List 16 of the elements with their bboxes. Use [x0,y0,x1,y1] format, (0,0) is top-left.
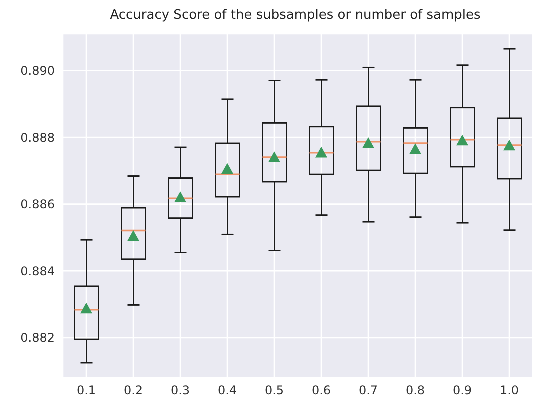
x-tick-label: 0.5 [264,384,284,398]
y-tick-label: 0.890 [20,64,55,78]
y-tick-label: 0.882 [20,331,55,346]
x-tick-label: 0.8 [406,384,426,398]
y-tick-label: 0.884 [20,264,55,278]
x-tick-label: 0.2 [124,384,144,398]
chart-title: Accuracy Score of the subsamples or number of samples [109,8,482,25]
y-tick-label: 0.886 [20,198,55,212]
x-tick-label: 0.7 [358,384,378,398]
y-tick-label: 0.888 [20,130,55,145]
x-tick-label: 0.9 [452,384,472,398]
x-tick-label: 0.1 [76,384,96,398]
x-tick-label: 0.6 [312,384,332,398]
x-tick-label: 1.0 [500,384,520,398]
x-tick-label: 0.4 [218,384,238,398]
x-tick-label: 0.3 [170,384,190,398]
